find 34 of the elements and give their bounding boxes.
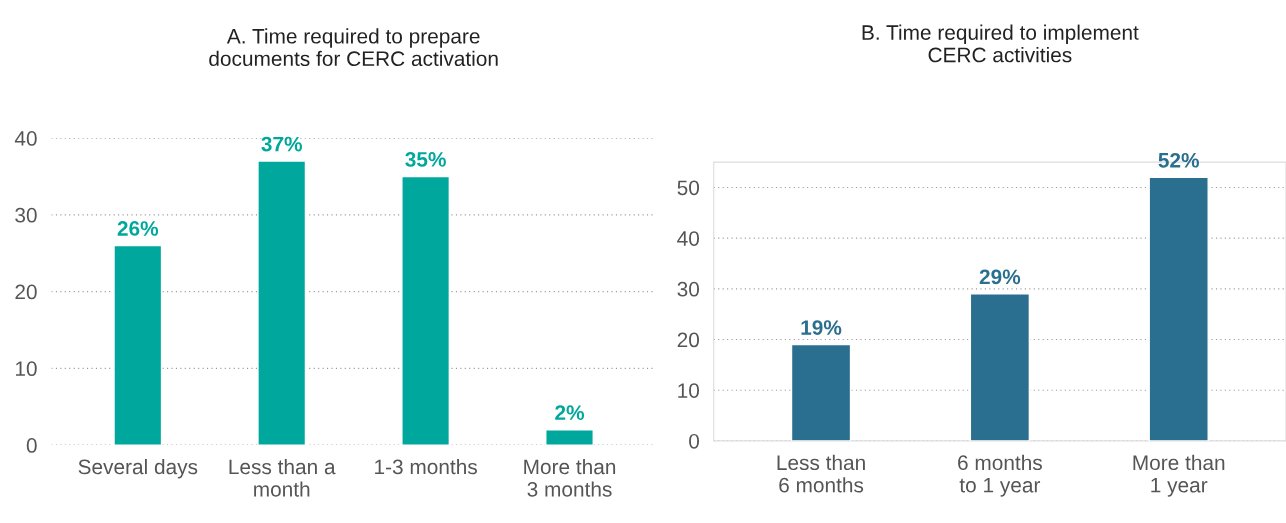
y-tick-label: 20 — [677, 332, 700, 348]
data-label: 26% — [117, 221, 159, 236]
x-tick-label: Less than a month — [229, 458, 336, 497]
y-tick-label: 30 — [15, 207, 37, 223]
y-tick-label: 40 — [677, 231, 700, 246]
bar — [401, 175, 451, 446]
data-label: 29% — [979, 269, 1021, 285]
y-tick-label: 40 — [14, 131, 37, 146]
y-tick-label: 10 — [678, 383, 700, 398]
data-label: 37% — [261, 136, 302, 152]
bar — [257, 160, 307, 446]
chart-title: A. Time required to prepare documents for CERC activation — [209, 28, 498, 67]
bar — [969, 293, 1031, 441]
data-label: 19% — [801, 320, 842, 335]
bar — [790, 343, 852, 441]
y-tick-label: 0 — [689, 433, 700, 449]
bar — [113, 244, 163, 446]
data-label: 52% — [1158, 152, 1199, 168]
bar — [545, 429, 594, 446]
x-tick-label: 6 months to 1 year — [958, 454, 1042, 497]
y-tick-label: 50 — [677, 180, 700, 196]
y-tick-label: 10 — [15, 361, 37, 377]
x-tick-label: 1-3 months — [375, 458, 477, 475]
x-tick-label: Less than 6 months — [777, 454, 865, 493]
bar — [1148, 176, 1209, 441]
y-tick-label: 0 — [26, 438, 37, 453]
x-tick-label: More than 3 months — [524, 458, 616, 497]
y-tick-label: 20 — [15, 284, 37, 300]
x-tick-label: Several days — [78, 458, 198, 479]
x-tick-label: More than 1 year — [1133, 454, 1225, 497]
y-tick-label: 30 — [677, 281, 700, 297]
data-label: 35% — [405, 152, 446, 167]
chart-title: B. Time required to implement CERC activities — [862, 24, 1139, 63]
data-label: 2% — [555, 405, 585, 421]
